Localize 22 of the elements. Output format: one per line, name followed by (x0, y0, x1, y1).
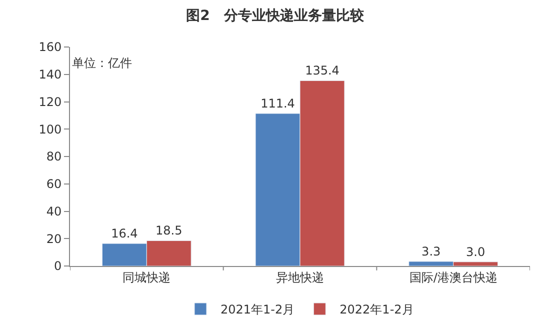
legend-label: 2021年1-2月 (220, 302, 295, 317)
text: 135.4 (305, 64, 340, 78)
y-tick-label: 120 (38, 94, 62, 109)
y-tick-label: 160 (38, 40, 62, 54)
y-tick-label: 100 (38, 122, 62, 136)
y-tick-label: 40 (46, 204, 62, 218)
y-tick-label: 140 (38, 68, 62, 82)
y-tick-label: 20 (46, 232, 62, 246)
chart-title: 图2 分专业快递业务量比较 (186, 6, 365, 24)
text: 3.3 (422, 244, 441, 258)
text: 16.4 (111, 226, 138, 241)
x-tick-label: 同城快递 (122, 270, 171, 284)
y-tick-label: 0 (54, 259, 62, 274)
text: 111.4 (260, 96, 295, 111)
y-tick-label: 80 (46, 150, 62, 164)
legend-label: 2022年1-2月 (340, 302, 414, 317)
text: 3.0 (466, 244, 486, 259)
annotation: 单位：亿件 (72, 56, 132, 70)
x-tick-label: 国际/港澳台快递 (409, 270, 498, 284)
x-tick-label: 异地快递 (276, 270, 324, 284)
y-tick-label: 60 (46, 177, 62, 192)
text: 18.5 (156, 224, 182, 238)
